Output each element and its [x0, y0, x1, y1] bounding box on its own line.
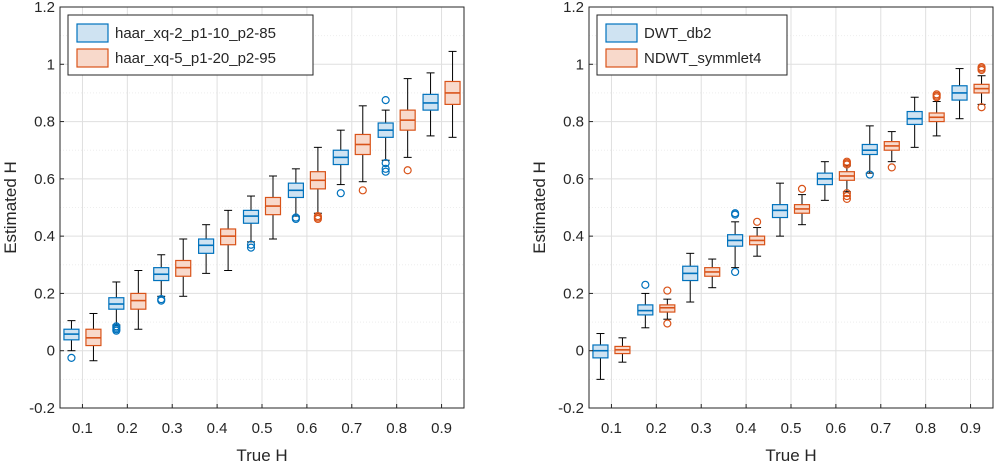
y-tick-label: 0: [576, 343, 584, 360]
x-tick-label: 0.5: [252, 420, 273, 437]
outlier-point: [977, 103, 986, 112]
y-tick-label: 0.4: [563, 228, 584, 245]
outlier-point: [291, 214, 300, 224]
y-tick-label: 0.2: [34, 285, 55, 302]
x-axis-label: True H: [236, 446, 287, 465]
legend-swatch: [76, 48, 109, 68]
legend-label: haar_xq-5_p1-20_p2-95: [115, 50, 276, 67]
outlier-point: [663, 319, 672, 328]
x-tick-label: 0.2: [117, 420, 138, 437]
x-axis-label: True H: [765, 446, 816, 465]
y-tick-label: -0.2: [29, 400, 55, 417]
outlier-point: [67, 353, 76, 362]
outlier-point: [731, 267, 740, 277]
y-axis-label: Estimated H: [1, 161, 20, 254]
y-tick-label: 0: [47, 343, 55, 360]
legend: [67, 14, 314, 76]
outlier-point: [336, 189, 345, 198]
left-boxplot-panel: -0.2 0 0.2 0.4 0.6 0.8 1 1.2 0.1 0.2 0.3 0.4 0.5 0.6 0…: [1, 0, 465, 465]
outlier-point: [157, 296, 166, 305]
y-tick-label: -0.2: [558, 400, 584, 417]
box-iqr: [198, 238, 215, 254]
outlier-point: [381, 95, 390, 105]
legend-swatch: [76, 23, 109, 43]
outlier-point: [403, 166, 412, 175]
y-tick-label: 1.2: [563, 0, 584, 16]
x-tick-label: 0.9: [960, 420, 981, 437]
outlier-point: [381, 159, 390, 168]
outlier-point: [842, 191, 851, 201]
outlier-point: [663, 286, 672, 295]
outlier-point: [358, 186, 367, 195]
x-tick-label: 0.3: [162, 420, 183, 437]
outlier-point: [381, 167, 390, 176]
outlier-point: [842, 189, 851, 198]
x-tick-label: 0.1: [72, 420, 93, 437]
x-tick-label: 0.1: [601, 420, 622, 437]
x-tick-label: 0.8: [386, 420, 407, 437]
legend-label: haar_xq-2_p1-10_p2-85: [115, 25, 276, 42]
outlier-point: [246, 240, 256, 249]
x-tick-label: 0.5: [781, 420, 802, 437]
legend-label: DWT_db2: [644, 25, 712, 42]
legend-swatch: [605, 48, 638, 68]
outlier-point: [977, 65, 986, 75]
x-tick-label: 0.6: [296, 420, 317, 437]
outlier-point: [865, 170, 874, 179]
legend-label: NDWT_symmlet4: [644, 50, 762, 67]
x-tick-label: 0.2: [646, 420, 667, 437]
legend-swatch: [605, 23, 638, 43]
outlier-point: [797, 184, 807, 193]
right-boxplot-panel: -0.2 0 0.2 0.4 0.6 0.8 1 1.2 0.1 0.2 0.3 0.4 0.5 0.6 0…: [530, 0, 994, 465]
x-tick-label: 0.4: [207, 420, 228, 437]
x-tick-label: 0.4: [736, 420, 757, 437]
y-tick-label: 0.8: [563, 114, 584, 131]
outlier-point: [842, 194, 851, 204]
x-tick-label: 0.7: [341, 420, 362, 437]
y-tick-label: 1: [47, 56, 55, 73]
outlier-point: [641, 280, 650, 289]
y-tick-label: 1: [576, 56, 584, 73]
x-tick-label: 0.7: [870, 420, 891, 437]
x-tick-label: 0.9: [431, 420, 452, 437]
x-tick-label: 0.8: [915, 420, 936, 437]
y-tick-label: 0.2: [563, 285, 584, 302]
outlier-point: [313, 214, 322, 224]
outlier-point: [246, 243, 256, 252]
x-tick-label: 0.6: [825, 420, 846, 437]
outlier-point: [842, 160, 851, 169]
y-tick-label: 0.6: [34, 171, 55, 188]
outlier-point: [381, 164, 390, 173]
y-axis-label: Estimated H: [530, 161, 549, 254]
y-tick-label: 1.2: [34, 0, 55, 16]
y-tick-label: 0.4: [34, 228, 55, 245]
outlier-point: [731, 210, 740, 219]
y-tick-label: 0.6: [563, 171, 584, 188]
outlier-point: [887, 163, 896, 172]
x-tick-label: 0.3: [691, 420, 712, 437]
outlier-point: [753, 217, 762, 226]
y-tick-label: 0.8: [34, 114, 55, 131]
outlier-point: [112, 326, 121, 335]
outlier-point: [932, 93, 941, 102]
